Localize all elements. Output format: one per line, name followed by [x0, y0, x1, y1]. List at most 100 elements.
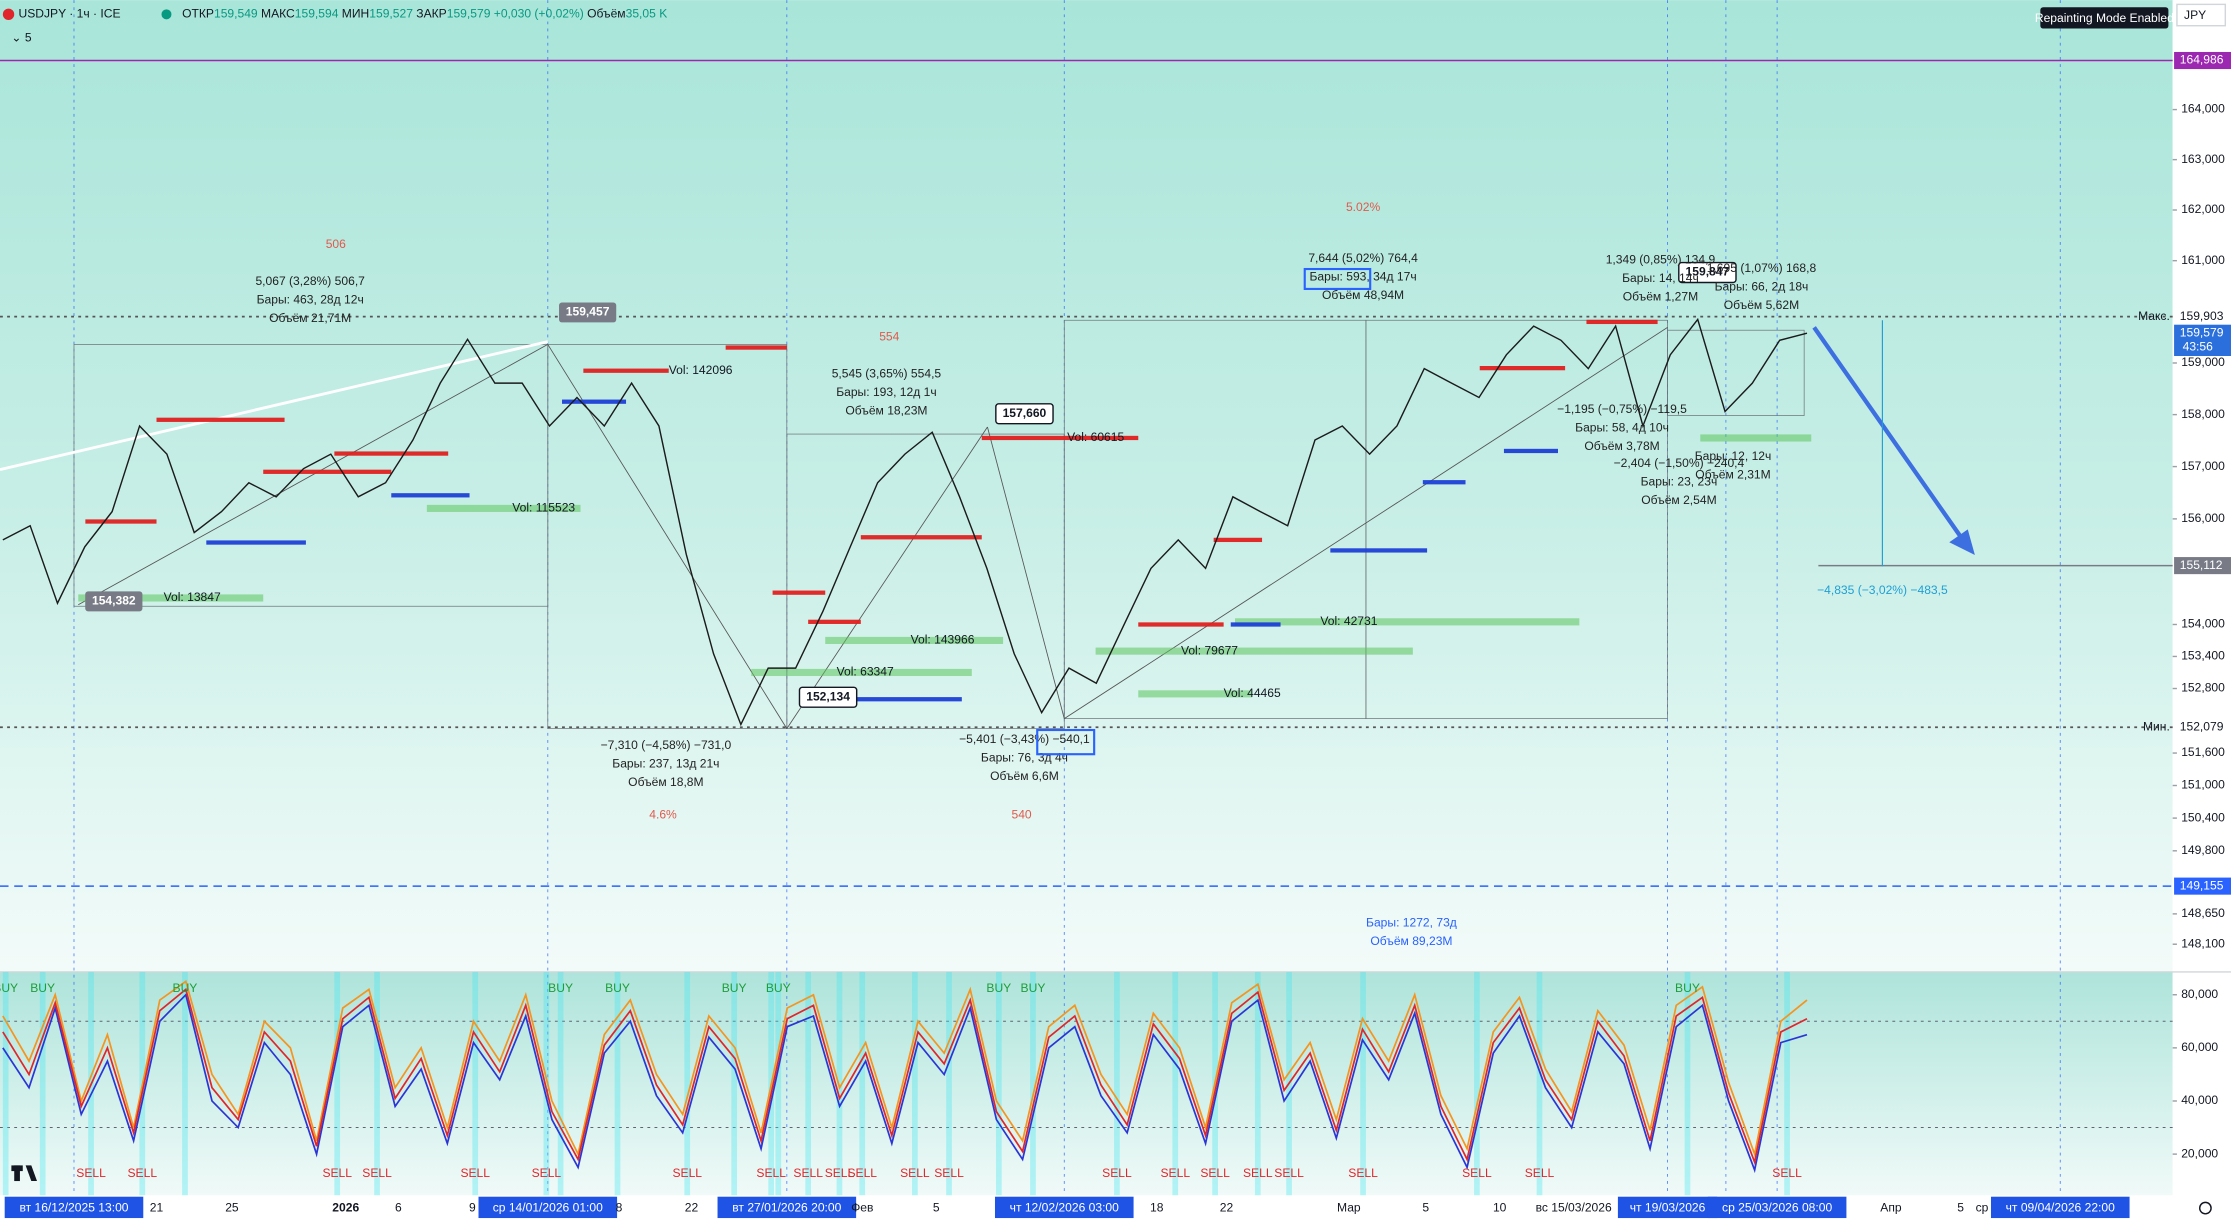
- x-tick-label: 22: [685, 1200, 699, 1214]
- buy-signal: BUY: [30, 981, 55, 995]
- measure-text: Бары: 76, 3д 4ч: [981, 751, 1068, 765]
- x-tick-label: чт 19/03/2026: [1630, 1200, 1706, 1214]
- level-volume: Vol: 63347: [837, 665, 894, 679]
- level: [78, 594, 264, 602]
- signal-highlight: [731, 971, 738, 1196]
- level: [772, 590, 826, 595]
- big-label: 554: [879, 330, 899, 344]
- symbol-icon: [2, 8, 15, 21]
- price-label: 164,986: [2180, 53, 2224, 67]
- badge-box: [2040, 7, 2169, 29]
- measure-text: Бары: 593, 34д 17ч: [1309, 270, 1416, 284]
- price-label: 149,155: [2180, 878, 2224, 892]
- field-value: 159,527: [369, 7, 413, 21]
- level: [1213, 537, 1263, 543]
- sell-signal: SELL: [825, 1166, 855, 1180]
- sell-signal: SELL: [756, 1166, 786, 1180]
- level: [1138, 690, 1253, 698]
- x-tick-label: 5: [1422, 1200, 1429, 1214]
- x-tick-label: 25: [225, 1200, 239, 1214]
- signal-highlight: [836, 971, 843, 1196]
- measure-text: Объём 21,71M: [269, 311, 351, 325]
- x-tick-label: Апр: [1880, 1200, 1902, 1214]
- selected-measure: [1303, 267, 1372, 291]
- level: [263, 469, 392, 474]
- signal-highlight: [182, 971, 188, 1196]
- pivot-box: [1678, 261, 1737, 284]
- y-tick-label: 151,000: [2181, 778, 2225, 792]
- x-tick-label: чт 12/02/2026 03:00: [1010, 1200, 1119, 1214]
- signal-highlight: [995, 971, 1002, 1196]
- range-box: [1667, 329, 1805, 416]
- level: [334, 451, 449, 456]
- settings-icon: [2198, 1201, 2212, 1215]
- level: [1503, 448, 1559, 454]
- sell-signal: SELL: [672, 1166, 702, 1180]
- measure-text: Объём 2,31M: [1695, 468, 1770, 482]
- symbol[interactable]: USDJPY · 1ч · ICE: [18, 7, 120, 21]
- indicator-count: 5: [25, 31, 32, 45]
- level: [1422, 480, 1466, 485]
- level: [1095, 647, 1413, 655]
- level: [808, 619, 861, 624]
- measure-text: Бары: 23, 23ч: [1641, 475, 1718, 489]
- measure-text: Объём 1,27M: [1623, 290, 1698, 304]
- price-label-box: [2174, 718, 2231, 736]
- sell-signal: SELL: [1348, 1166, 1378, 1180]
- buy-signal: BUY: [1675, 981, 1700, 995]
- measure-text: 5,067 (3,28%) 506,7: [255, 274, 365, 288]
- sell-signal: SELL: [1200, 1166, 1230, 1180]
- collapse-toggle[interactable]: ⌄ 5: [11, 31, 31, 45]
- field-name: ЗАКР: [416, 7, 446, 21]
- sell-signal: SELL: [1274, 1166, 1304, 1180]
- price-label: 159,903: [2180, 309, 2224, 323]
- measure-text: Бары: 12, 12ч: [1695, 449, 1772, 463]
- measure-text: −2,404 (−1,50%) −240,4: [1614, 456, 1745, 470]
- currency[interactable]: JPY: [2184, 8, 2206, 22]
- x-tick-label: 8: [616, 1200, 623, 1214]
- signal-highlight: [946, 971, 952, 1196]
- pivot-label: 154,382: [92, 594, 136, 608]
- arrow-head: [1949, 529, 1975, 556]
- sell-signal: SELL: [1772, 1166, 1802, 1180]
- y-tick-label: 164,000: [2181, 102, 2225, 116]
- sell-signal: SELL: [934, 1166, 964, 1180]
- price-label: 152,079: [2180, 719, 2224, 733]
- signal-highlight: [374, 971, 380, 1196]
- y-tick-label: 60,000: [2181, 1040, 2218, 1054]
- time-label-box: [1990, 1196, 2130, 1219]
- measure-text: Объём 89,23M: [1370, 934, 1452, 948]
- y-tick-label: 157,000: [2181, 459, 2225, 473]
- signal-highlight: [805, 971, 812, 1196]
- y-tick-label: 148,100: [2181, 936, 2225, 950]
- measure-text: −7,310 (−4,58%) −731,0: [601, 738, 732, 752]
- x-tick-label: 6: [395, 1200, 402, 1214]
- currency-box[interactable]: [2176, 3, 2227, 27]
- measure-text: Бары: 14, 14ч: [1622, 271, 1699, 285]
- level: [1138, 622, 1224, 627]
- sell-signal: SELL: [76, 1166, 106, 1180]
- signal-highlight: [557, 971, 564, 1196]
- level: [85, 519, 157, 524]
- signal-highlight: [334, 971, 341, 1196]
- market-status: [161, 9, 172, 20]
- trend-line: [78, 344, 548, 606]
- y-tick-label: 149,800: [2181, 843, 2225, 857]
- x-tick-label: ср 14/01/2026 01:00: [493, 1200, 603, 1214]
- time-label-box: [1707, 1196, 1847, 1219]
- y-tick-label: 40,000: [2181, 1093, 2218, 1107]
- ohlc: ОТКР159,549 МАКС159,594 МИН159,527 ЗАКР1…: [182, 7, 667, 21]
- signal-highlight: [1684, 971, 1691, 1196]
- measure-text: −1,195 (−0,75%) −119,5: [1557, 402, 1687, 416]
- price-tag: Макс.: [2138, 309, 2170, 323]
- y-tick-label: 152,800: [2181, 681, 2225, 695]
- buy-signal: BUY: [766, 981, 791, 995]
- y-tick-label: 148,650: [2181, 906, 2225, 920]
- signal-highlight: [775, 971, 782, 1196]
- signal-highlight: [859, 971, 866, 1196]
- level-volume: Vol: 142096: [669, 363, 733, 377]
- x-tick-label: вс 15/03/2026: [1536, 1200, 1612, 1214]
- y-tick-label: 153,400: [2181, 649, 2225, 663]
- x-tick-label: 5: [933, 1200, 940, 1214]
